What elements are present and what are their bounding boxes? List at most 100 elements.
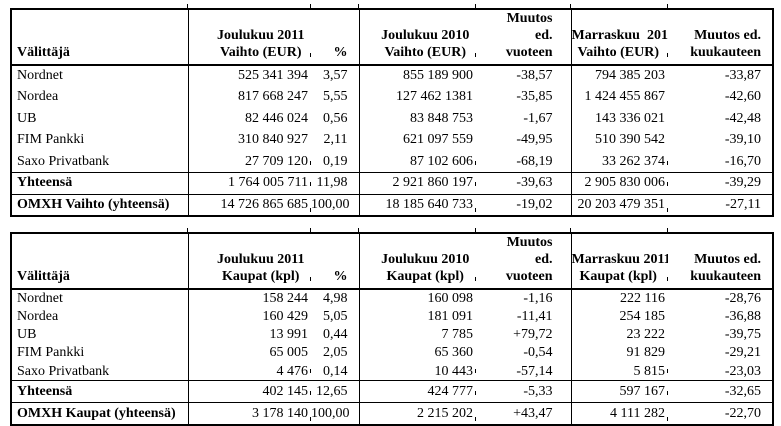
turnover-table: Välittäjä Joulukuu 2011 Vaihto (EUR) % J… [10,4,774,217]
value-cell: 794 385 203 [595,68,665,84]
percent-cell: 0,19 [311,151,360,173]
percent-cell: -5,33 [476,380,572,403]
value-cell: 127 462 1381 [396,89,473,105]
yoy-change-header: Muutos ed. vuoteen [476,9,572,66]
border-tick [667,417,668,421]
table-row-fim: FIM Pankki 310 840 927 2,11 621 097 559 … [11,129,773,151]
percent-cell: -23,03 [724,363,761,379]
value-cell: 817 668 247 [238,89,308,105]
trades-table: Välittäjä Joulukuu 2011 Kaupat (kpl) % J… [10,228,774,426]
measure-label: Vaihto (EUR) [384,45,467,60]
value-cell: 222 116 [620,290,665,306]
total-label-cell: Yhteensä [11,172,189,194]
period-label: Joulukuu 2011 [216,28,305,43]
omxh-total-row: OMXH Kaupat (yhteensä) 3 178 140 100,00 … [11,402,773,425]
broker-column-header: Välittäjä [11,233,189,290]
broker-name-cell: Nordea [11,307,189,326]
value-cell: 2 905 830 006 [571,172,668,194]
measure-label: Kaupat (kpl) [222,269,300,284]
table-row-nordnet: Nordnet 158 244 4,98 160 098 -1,16 222 1… [11,289,773,308]
broker-name-cell: Saxo Privatbank [11,151,189,173]
broker-name-cell: Nordnet [11,289,189,308]
value-cell: 597 167 [571,380,668,403]
value-cell: 13 991 [269,326,309,342]
value-cell: 14 726 865 685 [188,193,311,216]
mom-change-header: Muutos ed. kuukauteen [668,233,773,290]
value-cell: 160 429 [262,308,309,324]
percent-cell: 2,11 [311,129,360,151]
border-tick [475,182,476,186]
border-tick [310,182,311,186]
trades-table-grid: Välittäjä Joulukuu 2011 Kaupat (kpl) % J… [10,232,774,426]
border-tick [475,417,476,421]
value-cell: 2 921 860 197 [359,172,476,194]
border-tick [667,369,668,373]
border-tick [570,228,571,232]
period-label: Joulukuu 2010 [381,28,470,43]
percent-cell: -29,21 [724,345,761,361]
percent-cell: -11,41 [476,307,572,326]
broker-column-header: Välittäjä [11,9,189,66]
percent-cell: -42,48 [724,110,761,126]
table-row-ub: UB 82 446 024 0,56 83 848 753 -1,67 143 … [11,108,773,130]
border-tick [475,161,476,165]
percent-cell: -35,85 [476,86,572,108]
border-tick [310,228,311,232]
percent-cell: +79,72 [476,325,572,345]
percent-cell: -39,75 [724,326,761,342]
value-cell: 160 098 [427,290,474,306]
percent-cell: 0,14 [311,362,360,381]
border-tick [310,4,311,8]
border-tick [475,208,476,212]
broker-column-label: Välittäjä [17,45,70,60]
value-cell: 4 111 282 [571,402,668,425]
border-tick [358,4,359,8]
mom-change-header: Muutos ed. kuukauteen [668,9,773,66]
border-tick [667,53,668,57]
value-cell: 10 443 [434,363,474,379]
percent-cell: -27,11 [668,193,773,216]
value-cell: 83 848 753 [410,110,473,126]
percent-cell: 100,00 [311,402,360,425]
percent-cell: -1,67 [476,108,572,130]
period-label: Joulukuu 2010 [381,252,470,267]
period-label: Marraskuu 2011 [571,252,669,267]
percent-cell: 12,65 [311,380,360,403]
percent-cell: -16,70 [724,153,761,169]
value-cell: 20 203 479 351 [571,193,668,216]
percent-cell: -28,76 [724,290,761,306]
border-tick [310,53,311,57]
value-cell: 2 215 202 [359,402,476,425]
percent-cell: -22,70 [668,402,773,425]
value-cell: 158 244 [262,290,309,306]
border-tick [187,4,188,8]
yoy-change-header: Muutos ed. vuoteen [476,233,572,290]
border-tick [570,4,571,8]
value-cell: 33 262 374 [602,153,665,169]
omxh-total-row: OMXH Vaihto (yhteensä) 14 726 865 685 10… [11,193,773,216]
value-cell: 402 145 [188,380,311,403]
turnover-header-row: Välittäjä Joulukuu 2011 Vaihto (EUR) % J… [11,9,773,66]
value-cell: 1 424 455 867 [584,89,666,105]
omxh-label-cell: OMXH Kaupat (yhteensä) [11,402,189,425]
percent-label: % [333,45,348,60]
border-tick [475,277,476,281]
broker-name-cell: Nordnet [11,65,189,87]
dec2011-share-header: % [311,9,360,66]
value-cell: 621 097 559 [403,132,473,148]
percent-cell: -39,10 [724,132,761,148]
border-tick [310,208,311,212]
table-row-nordnet: Nordnet 525 341 394 3,57 855 189 900 -38… [11,65,773,87]
border-tick [667,4,668,8]
border-tick [310,391,311,395]
table-row-fim: FIM Pankki 65 005 2,05 65 360 -0,54 91 8… [11,344,773,363]
border-tick [667,228,668,232]
value-cell: 7 785 [441,326,474,342]
percent-cell: 0,44 [311,325,360,345]
table-row-saxo: Saxo Privatbank 27 709 120 0,19 87 102 6… [11,151,773,173]
turnover-table-grid: Välittäjä Joulukuu 2011 Vaihto (EUR) % J… [10,8,774,217]
value-cell: 87 102 606 [410,153,473,169]
percent-cell: -33,87 [724,68,761,84]
percent-cell: 3,57 [311,65,360,87]
broker-name-cell: UB [11,325,189,345]
